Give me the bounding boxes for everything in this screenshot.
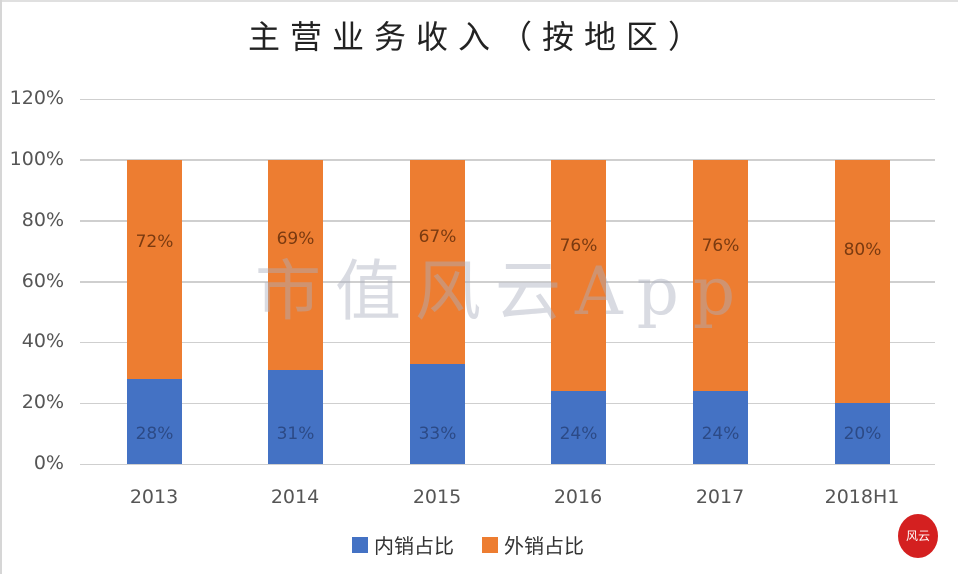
y-tick-label: 20% [21,391,64,414]
y-tick-label: 80% [21,208,64,231]
data-label: 76% [701,236,740,257]
segment-export[interactable]: 69% [268,159,323,370]
data-label: 80% [843,240,882,261]
segment-export[interactable]: 80% [835,159,890,404]
gridline [80,220,935,222]
legend: 内销占比 外销占比 [352,530,584,559]
legend-swatch-export [482,536,498,553]
segment-export[interactable]: 76% [551,159,606,391]
bar-2015[interactable]: 33% 67% [410,159,465,464]
gridline [80,159,935,161]
bar-2017[interactable]: 24% 76% [693,159,748,464]
data-label: 69% [276,229,315,250]
x-tick-label: 2013 [129,486,179,508]
bar-2016[interactable]: 24% 76% [551,159,606,464]
data-label: 76% [559,236,598,257]
segment-export[interactable]: 76% [693,159,748,391]
segment-domestic[interactable]: 20% [835,403,890,464]
frame-top-border [0,0,958,2]
bar-2013[interactable]: 28% 72% [127,159,182,464]
seal-stamp-icon: 风云 [898,514,938,558]
legend-item-domestic[interactable]: 内销占比 [352,530,454,559]
gridline [80,402,935,405]
bar-2018H1[interactable]: 20% 80% [835,159,890,464]
y-tick-label: 100% [9,147,64,170]
legend-item-export[interactable]: 外销占比 [482,530,584,559]
data-label: 72% [135,232,174,253]
seal-text: 风云 [905,528,930,543]
x-tick-label: 2014 [270,486,320,508]
y-tick-label: 0% [33,452,64,474]
data-label: 33% [418,423,457,444]
x-tick-label: 2015 [412,486,462,508]
legend-label-domestic: 内销占比 [374,534,454,558]
segment-export[interactable]: 72% [127,159,182,379]
legend-swatch-domestic [352,536,368,553]
segment-domestic[interactable]: 28% [127,378,182,464]
segment-domestic[interactable]: 33% [410,363,465,464]
data-label: 24% [701,423,740,444]
x-tick-label: 2018H1 [824,486,900,508]
gridline [80,341,935,344]
chart-title: 主营业务收入（按地区） [247,18,710,56]
segment-domestic[interactable]: 24% [693,390,748,464]
data-label: 28% [135,423,174,444]
data-label: 20% [843,423,882,444]
segment-export[interactable]: 67% [410,159,465,364]
data-label: 67% [418,227,457,248]
legend-label-export: 外销占比 [504,534,584,558]
gridline [80,98,935,100]
gridline [80,281,935,283]
gridline [80,463,935,465]
frame-left-border [0,0,2,574]
y-tick-label: 40% [21,330,64,353]
y-tick-label: 120% [9,87,64,109]
bar-2014[interactable]: 31% 69% [268,159,323,464]
segment-domestic[interactable]: 31% [268,369,323,464]
y-tick-label: 60% [21,269,64,292]
segment-domestic[interactable]: 24% [551,390,606,464]
x-tick-label: 2017 [695,486,745,508]
x-tick-label: 2016 [553,486,603,508]
data-label: 31% [276,423,315,444]
data-label: 24% [559,423,598,444]
